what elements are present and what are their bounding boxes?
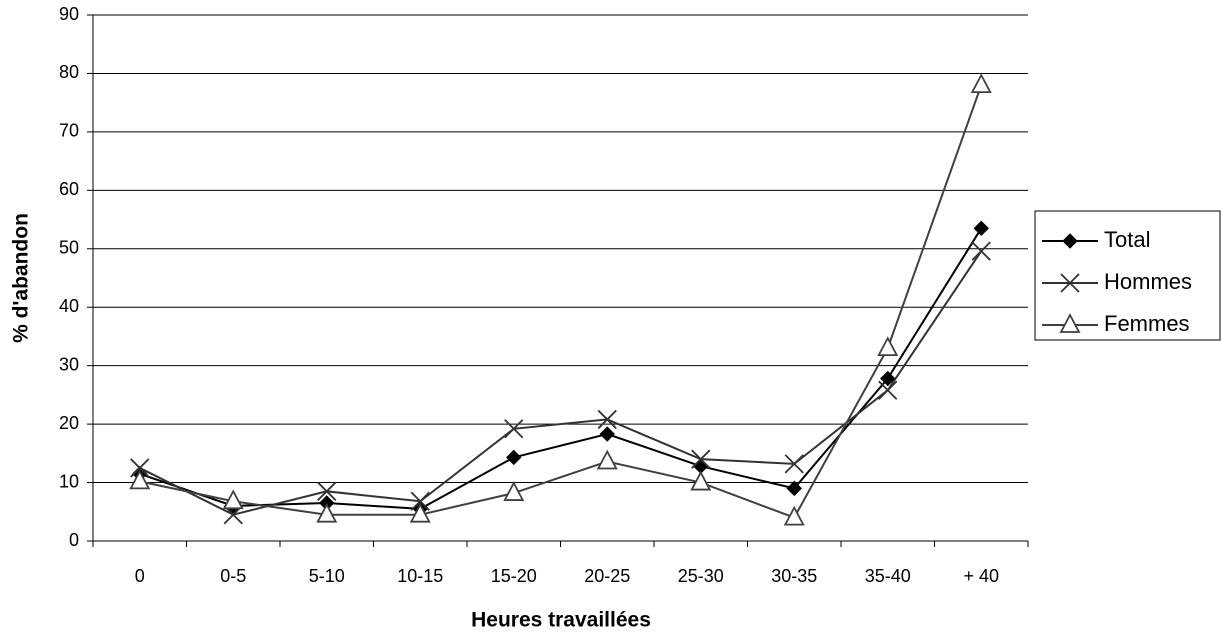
marker: [504, 419, 524, 439]
legend-box: [1034, 210, 1221, 341]
x-tick-label: + 40: [963, 566, 999, 586]
marker: [970, 73, 992, 94]
legend-text: Total: [1104, 227, 1150, 252]
marker: [503, 481, 525, 501]
y-tick-label: 40: [59, 296, 79, 316]
x-tick-label: 10-15: [397, 566, 443, 586]
marker: [596, 449, 618, 470]
y-tick-label: 30: [59, 354, 79, 374]
marker: [222, 489, 244, 510]
marker: [880, 370, 896, 387]
y-tick-label: 60: [59, 179, 79, 199]
y-tick-label: 90: [59, 4, 79, 24]
legend-marker: [1059, 313, 1081, 333]
y-axis-title: % d'abandon: [10, 213, 33, 343]
marker: [599, 426, 615, 442]
x-axis-title: Heures travaillées: [471, 609, 651, 632]
x-tick-label: 0-5: [220, 566, 246, 586]
y-tick-label: 10: [59, 471, 79, 491]
marker: [691, 449, 711, 469]
marker: [877, 336, 899, 357]
x-tick-label: 15-20: [491, 566, 537, 586]
marker: [878, 380, 898, 400]
y-tick-label: 70: [59, 121, 79, 141]
legend-marker: [1060, 273, 1080, 293]
marker: [316, 502, 338, 523]
x-tick-label: 35-40: [865, 566, 911, 586]
series-line: [139, 84, 983, 519]
marker: [506, 449, 522, 466]
legend-text: Femmes: [1104, 311, 1190, 336]
marker: [690, 470, 712, 491]
legend-marker: [1062, 233, 1078, 249]
marker: [973, 220, 989, 237]
marker: [129, 469, 151, 490]
y-tick-label: 20: [59, 413, 79, 433]
y-tick-label: 50: [59, 238, 79, 258]
x-tick-label: 30-35: [771, 566, 817, 586]
series-line: [139, 227, 983, 510]
series-line: [139, 250, 983, 516]
marker: [409, 502, 431, 523]
x-tick-label: 5-10: [309, 566, 345, 586]
marker: [317, 481, 337, 501]
marker: [784, 454, 804, 474]
x-tick-label: 20-25: [584, 566, 630, 586]
marker: [597, 409, 617, 430]
marker: [783, 505, 805, 526]
marker: [410, 491, 430, 511]
y-tick-label: 0: [69, 530, 79, 550]
x-tick-label: 0: [135, 566, 145, 586]
marker: [130, 458, 150, 478]
legend-text: Hommes: [1104, 269, 1192, 294]
x-tick-label: 25-30: [678, 566, 724, 586]
marker: [786, 480, 802, 497]
y-tick-label: 80: [59, 62, 79, 82]
marker: [971, 241, 991, 261]
